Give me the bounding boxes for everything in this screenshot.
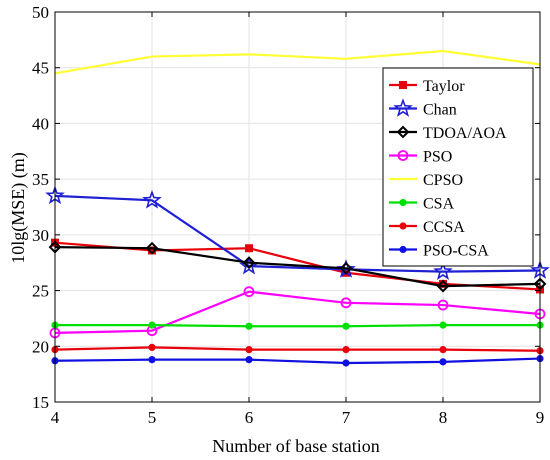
data-point-tdoa-aoa xyxy=(145,241,159,255)
data-point-taylor xyxy=(439,279,447,288)
series-line-cpso xyxy=(54,49,541,75)
series-line-tdoa-aoa xyxy=(54,246,541,288)
y-tick-label: 15 xyxy=(32,393,49,412)
data-point-ccsa xyxy=(439,346,447,354)
data-point-pso-csa xyxy=(439,358,447,366)
data-point-pso-csa xyxy=(245,356,253,364)
series-line-pso-csa xyxy=(54,357,541,365)
data-point-tdoa-aoa xyxy=(339,261,353,275)
series-pso-csa xyxy=(51,354,544,367)
data-point-pso-csa xyxy=(148,356,156,364)
legend-marker-pso xyxy=(397,150,409,161)
data-point-pso-csa xyxy=(342,359,350,367)
series-ccsa xyxy=(51,343,544,355)
legend-label-chan: Chan xyxy=(423,102,457,119)
legend-marker-pso-csa xyxy=(399,245,407,254)
data-point-csa xyxy=(148,321,156,329)
y-tick-label: 35 xyxy=(32,170,49,189)
data-point-taylor xyxy=(245,244,253,253)
series-pso xyxy=(49,286,546,339)
data-point-pso xyxy=(243,286,255,298)
legend-marker-chan xyxy=(393,98,413,117)
plot-frame xyxy=(54,11,541,403)
series-line-ccsa xyxy=(54,346,541,352)
x-tick-label: 5 xyxy=(148,408,157,427)
y-tick-label: 30 xyxy=(32,226,49,245)
y-tick-label: 45 xyxy=(32,59,49,78)
x-tick-label: 8 xyxy=(439,408,448,427)
legend: Taylor Chan TDOA/AOA PSO CPSO CSA CCSA PSO-CSA xyxy=(382,67,534,267)
series-line-pso xyxy=(54,290,541,335)
data-point-csa xyxy=(439,321,447,329)
data-point-tdoa-aoa xyxy=(242,256,256,270)
legend-label-taylor: Taylor xyxy=(423,78,465,95)
data-point-tdoa-aoa xyxy=(436,279,450,293)
x-tick-label: 7 xyxy=(342,408,351,427)
legend-label-cpso: CPSO xyxy=(423,172,463,189)
data-point-taylor xyxy=(148,246,156,255)
data-point-ccsa xyxy=(148,343,156,351)
data-point-csa xyxy=(245,322,253,330)
series-line-chan xyxy=(54,194,541,273)
legend-marker-csa xyxy=(399,198,407,207)
series-line-csa xyxy=(55,324,540,328)
data-point-pso xyxy=(437,299,449,311)
data-point-chan xyxy=(433,261,453,280)
legend-box xyxy=(382,67,534,267)
legend-label-pso: PSO xyxy=(423,149,452,166)
y-axis-label: 10lg(MSE) (m) xyxy=(8,152,29,264)
legend-marker-taylor xyxy=(399,81,407,89)
data-point-pso xyxy=(340,297,352,309)
y-tick-label: 20 xyxy=(32,337,49,356)
x-tick-label: 4 xyxy=(51,408,60,427)
data-point-ccsa xyxy=(245,346,253,354)
data-point-csa xyxy=(342,322,350,330)
x-axis-label: Number of base station xyxy=(212,436,379,456)
legend-marker-tdoa-aoa xyxy=(396,125,410,139)
series-cpso xyxy=(54,49,541,75)
x-tick-label: 9 xyxy=(536,408,545,427)
legend-label-pso-csa: PSO-CSA xyxy=(423,243,489,260)
plot-series xyxy=(45,49,550,367)
data-point-chan xyxy=(142,190,162,209)
y-tick-label: 25 xyxy=(32,282,49,301)
legend-label-tdoa-aoa: TDOA/AOA xyxy=(423,125,507,142)
data-point-ccsa xyxy=(342,346,350,354)
series-csa xyxy=(51,321,544,330)
y-tick-label: 40 xyxy=(32,114,49,133)
legend-marker-ccsa xyxy=(399,222,407,230)
y-tick-label: 50 xyxy=(32,3,49,22)
x-tick-label: 6 xyxy=(245,408,254,427)
legend-label-ccsa: CCSA xyxy=(423,219,465,236)
legend-label-csa: CSA xyxy=(423,196,455,213)
